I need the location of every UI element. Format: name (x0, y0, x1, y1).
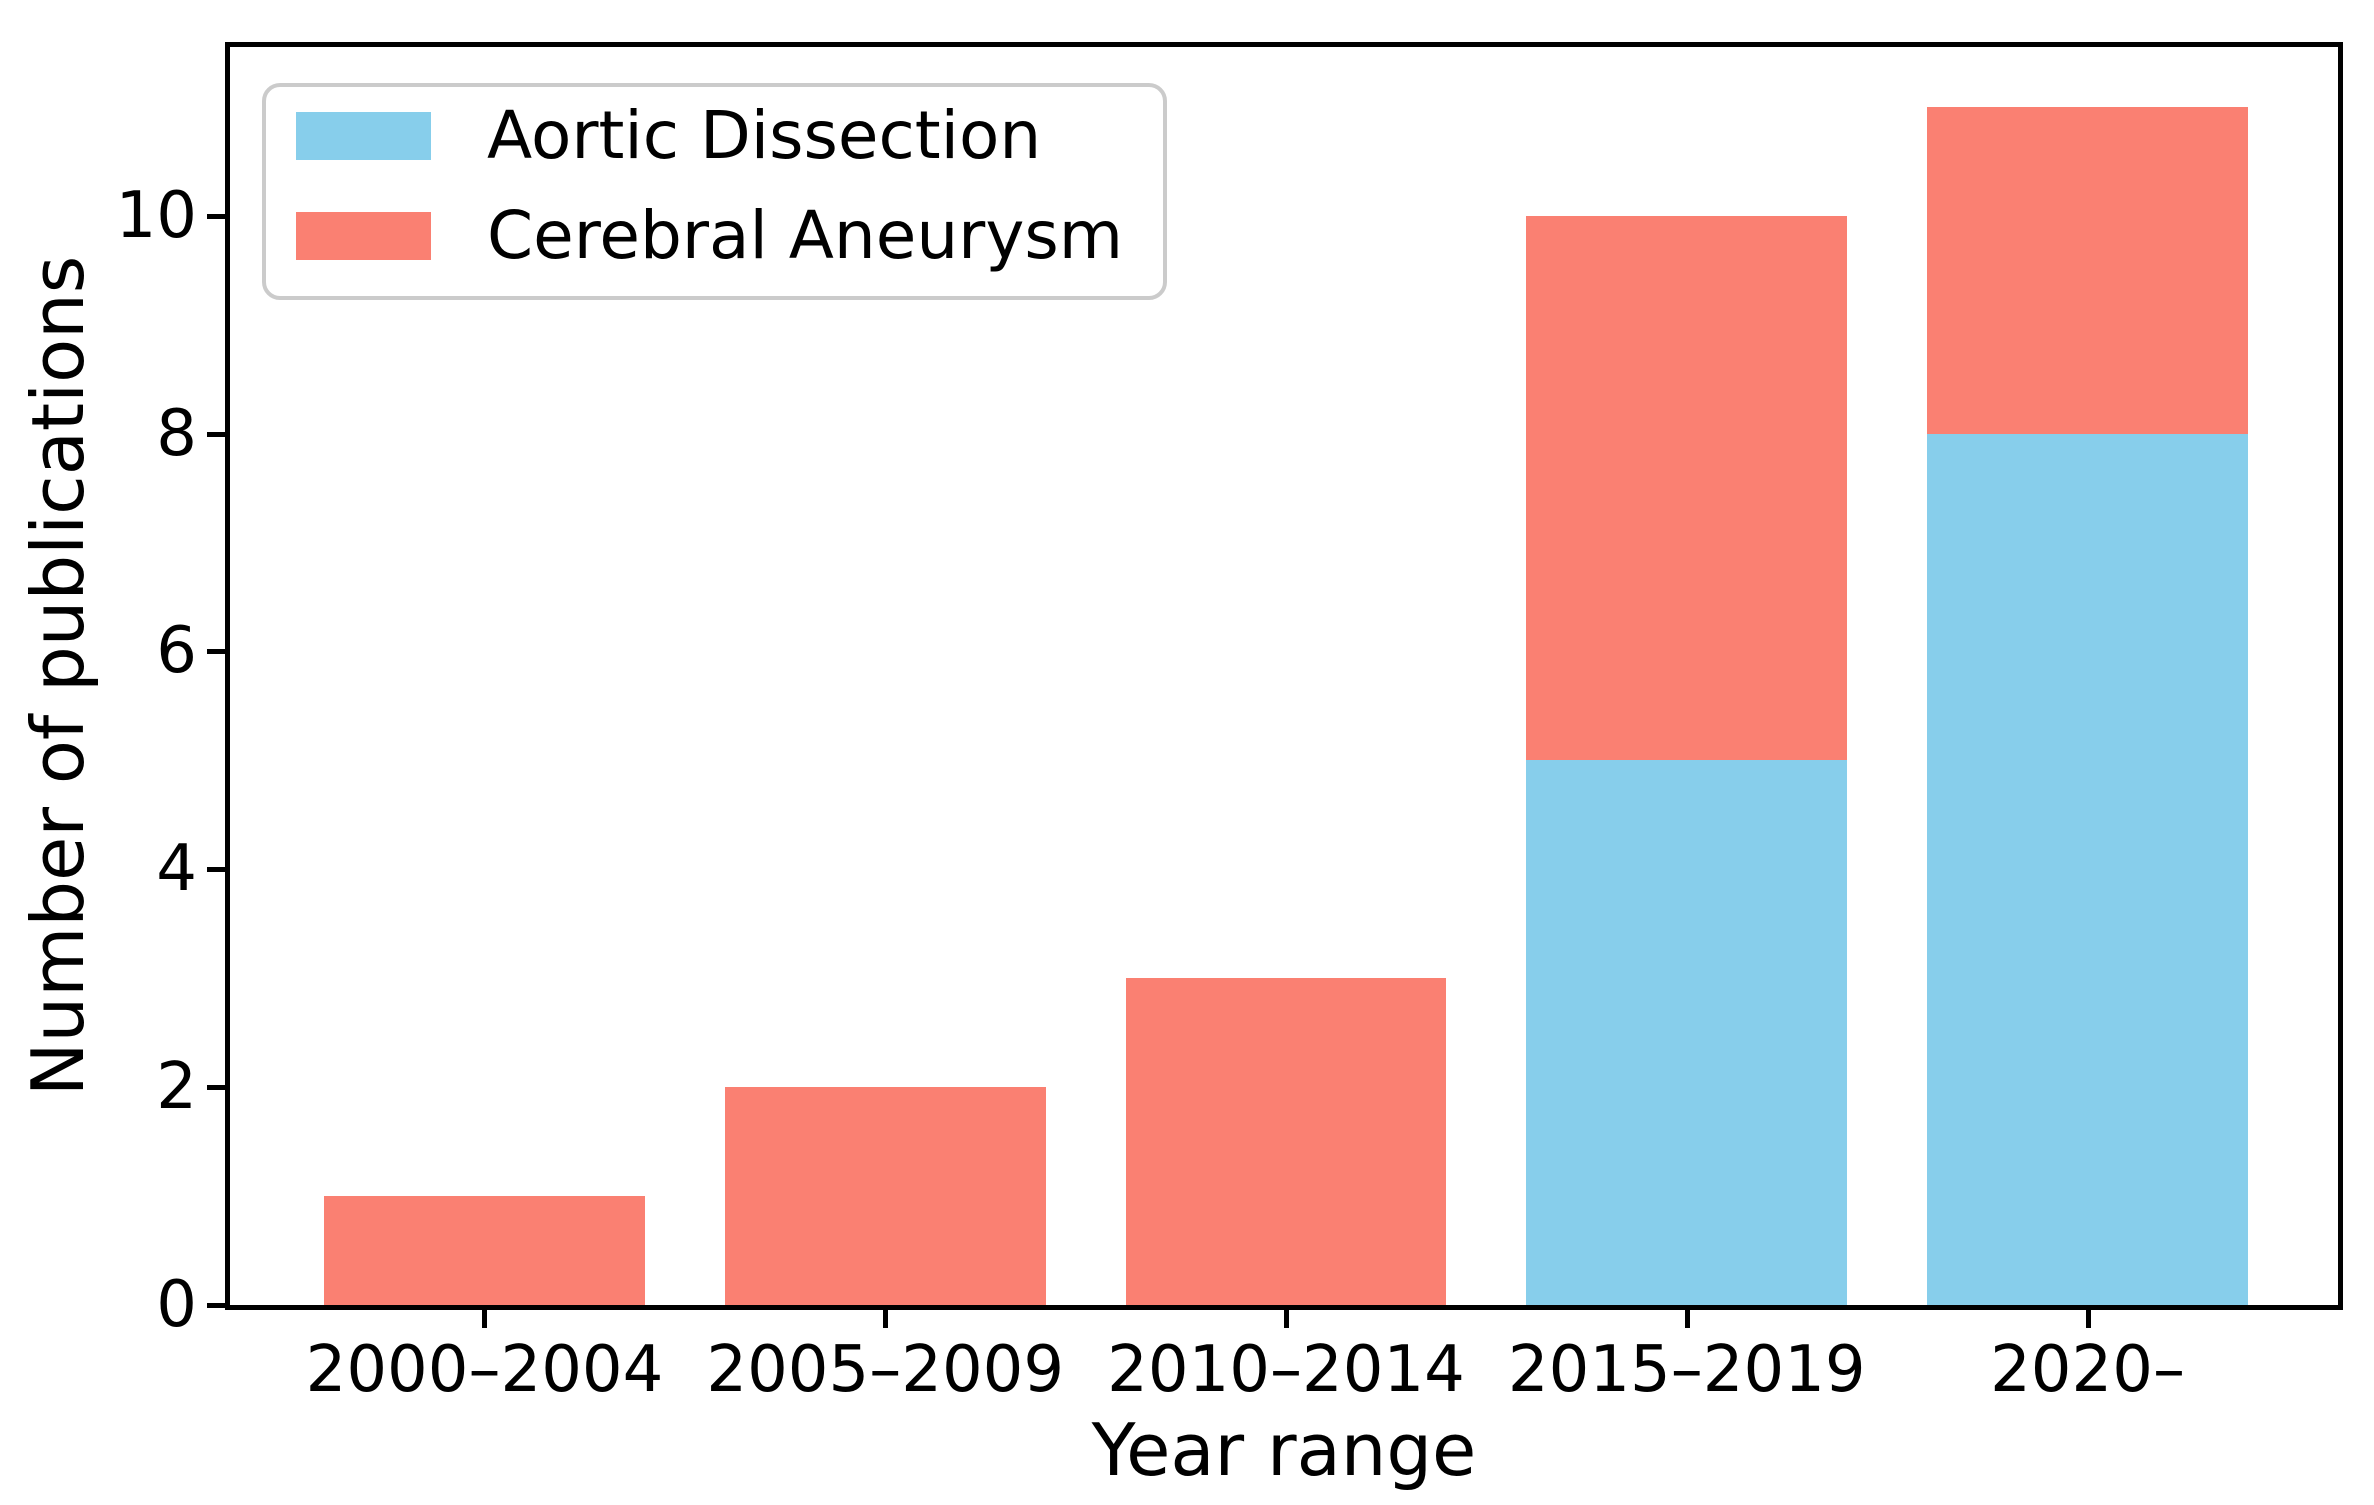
bar-segment-cerebral-aneurysm (324, 1196, 645, 1305)
bar-segment-aortic-dissection (1526, 760, 1848, 1305)
x-tick-mark (1284, 1310, 1289, 1328)
x-tick-mark (883, 1310, 889, 1328)
y-tick-label: 0 (156, 1268, 197, 1342)
x-tick-mark (1684, 1310, 1690, 1328)
x-tick-label: 2020– (1990, 1333, 2185, 1407)
y-tick-mark (207, 1303, 225, 1308)
x-tick-label: 2005–2009 (706, 1333, 1065, 1407)
legend-swatch-cerebral-aneurysm (296, 212, 431, 260)
y-tick-label: 2 (156, 1050, 197, 1125)
x-tick-label: 2010–2014 (1107, 1333, 1465, 1407)
bar-segment-cerebral-aneurysm (1927, 106, 2248, 434)
y-tick-mark (207, 867, 225, 873)
x-tick-mark (482, 1310, 488, 1328)
legend-item-aortic-dissection: Aortic Dissection (296, 103, 1041, 169)
x-tick-label: 2015–2019 (1507, 1333, 1866, 1407)
y-tick-mark (207, 649, 225, 655)
legend: Aortic Dissection Cerebral Aneurysm (262, 83, 1167, 300)
bar-segment-cerebral-aneurysm (724, 1087, 1046, 1305)
legend-item-cerebral-aneurysm: Cerebral Aneurysm (296, 203, 1123, 269)
y-tick-mark (207, 431, 225, 437)
y-tick-label: 8 (156, 396, 197, 471)
y-tick-label: 10 (115, 178, 197, 253)
bar-segment-cerebral-aneurysm (1125, 978, 1447, 1305)
x-tick-label: 2000–2004 (305, 1333, 664, 1407)
legend-swatch-aortic-dissection (296, 112, 431, 160)
x-tick-mark (2085, 1310, 2091, 1328)
legend-label-aortic-dissection: Aortic Dissection (487, 97, 1042, 174)
y-tick-mark (207, 213, 225, 219)
bar-segment-cerebral-aneurysm (1526, 215, 1848, 761)
y-tick-label: 4 (156, 832, 197, 907)
y-tick-label: 6 (156, 614, 197, 689)
bar-segment-aortic-dissection (1927, 433, 2248, 1305)
x-axis-title: Year range (1091, 1408, 1477, 1492)
legend-label-cerebral-aneurysm: Cerebral Aneurysm (487, 197, 1124, 274)
y-tick-mark (207, 1085, 225, 1091)
